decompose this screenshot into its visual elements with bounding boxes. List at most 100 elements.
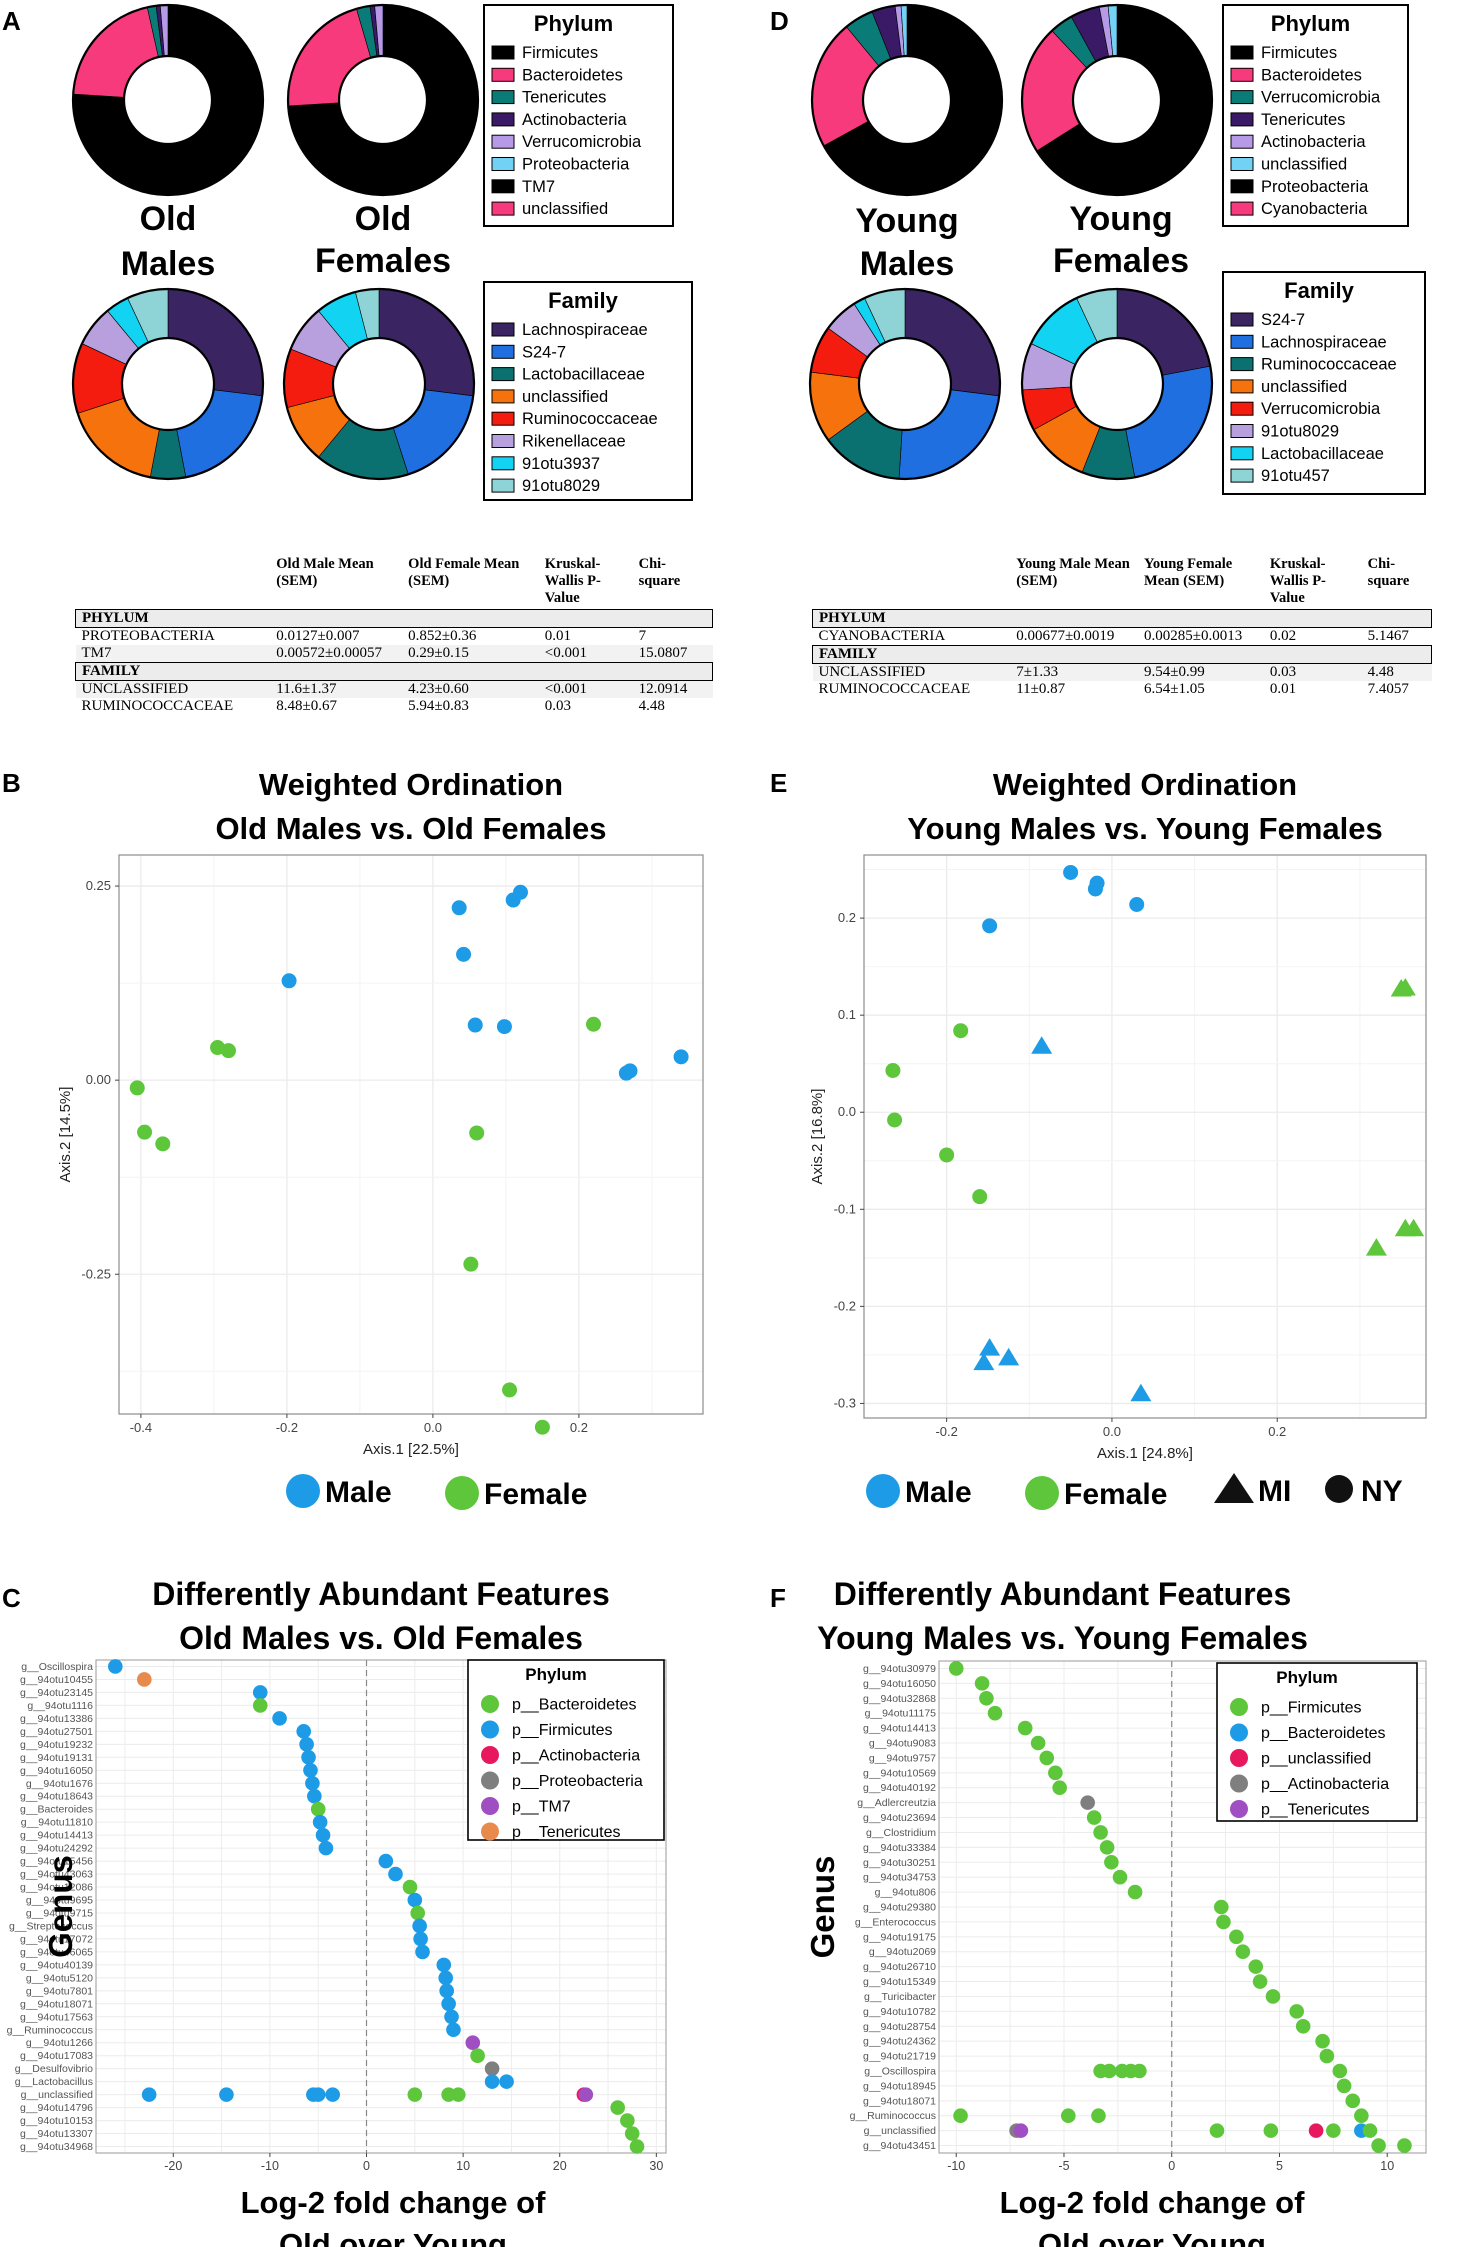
genus-tick-label: g__94otu23694 [863,1812,936,1824]
data-point-triangle [1031,1036,1053,1054]
chart-subtitle: Old Males vs. Old Females [215,811,606,846]
legend-item-label: p__Tenericutes [1261,1802,1370,1819]
legend-item-label: Ruminococcaceae [522,410,658,428]
y-tick-label: 0.2 [838,910,856,925]
data-point [1080,1795,1095,1810]
genus-tick-label: g__94otu30979 [863,1663,936,1675]
data-point [1104,1854,1119,1870]
genus-tick-label: g__Clostridium [866,1827,936,1839]
genus-tick-label: g__94otu40139 [20,1959,93,1971]
legend-item-label: 91otu457 [1261,467,1330,485]
data-point [987,1705,1003,1721]
donut-hole [122,54,214,146]
legend-frame [1222,4,1409,227]
donut-outline [1020,287,1214,481]
chart-title: Weighted Ordination [993,767,1297,802]
ordination-plot-B: Weighted Ordination Old Males vs. Old Fem… [57,767,704,1458]
data-point [1289,2004,1305,2019]
legend-marker [1230,1723,1248,1742]
legend-marker [1230,1774,1248,1793]
data-point [388,1866,403,1882]
legend-item-label: Verrucomicrobia [1261,400,1381,418]
legend-marker-triangle [1214,1473,1254,1503]
panel-letter-e: E [770,768,788,798]
data-point [948,1661,964,1676]
legend-title: Phylum [1276,1668,1337,1687]
genus-tick-label: g__94otu14413 [863,1723,936,1735]
genus-tick-label: g__Bacteroides [20,1804,93,1816]
legend-marker [481,1695,499,1713]
legend-swatch [1230,334,1254,349]
legend-item-label: unclassified [522,388,608,406]
stats-table-old: Old Male Mean (SEM) Old Female Mean (SEM… [75,556,713,715]
genus-tick-label: g__Adlercreutzia [857,1797,936,1809]
genus-tick-label: g__94otu13386 [20,1713,93,1725]
genus-tick-label: g__Oscillospira [864,2066,936,2078]
x-tick-label: -0.2 [935,1424,957,1439]
legend-title: Phylum [525,1665,586,1684]
legend-label: MI [1258,1475,1291,1508]
legend-marker [445,1476,479,1510]
genus-tick-label: g__94otu19232 [20,1739,93,1751]
legend-item-label: p__Actinobacteria [1261,1776,1389,1793]
plot-frame [118,854,704,1415]
legend-title: Phylum [1271,11,1350,36]
legend-item-label: Lactobacillaceae [522,366,645,384]
data-point [972,1189,988,1205]
table-header: Young Male Mean (SEM) [1016,556,1130,589]
x-tick-label: 0 [1168,2159,1175,2173]
donut-label: Males [860,245,955,283]
data-point [513,884,528,900]
panel-letter-a: A [2,6,21,36]
legend-swatch [491,157,515,171]
ordination-plot-E: Weighted Ordination Young Males vs. Young… [809,767,1427,1462]
data-point [484,2061,500,2076]
data-point [307,1788,322,1804]
data-point [484,2074,500,2089]
data-point [1319,2048,1335,2064]
donut-old-females-family [282,287,476,481]
donut-hole [331,336,427,432]
data-point [624,2126,640,2141]
data-point [885,1062,901,1078]
genus-tick-label: g__Oscillospira [21,1661,93,1673]
genus-tick-label: g__94otu32868 [863,1693,936,1705]
legend-item-label: TM7 [522,178,555,196]
genus-tick-label: g__94otu10782 [863,2006,936,2018]
data-point [410,1905,426,1921]
genus-tick-label: g__94otu18643 [20,1791,93,1803]
genus-tick-label: g__Lactobacillus [15,2076,93,2088]
genus-tick-label: g__94otu24362 [863,2036,936,2048]
y-axis-label: Genus [804,1856,841,1959]
donut-young-females-family [1020,287,1214,481]
table-row: UNCLASSIFIED 7±1.33 9.54±0.99 0.03 4.48 [812,663,1432,681]
x-tick-label: 0.0 [424,1420,442,1435]
data-point-triangle [998,1347,1020,1366]
family-legend-old: Family Lachnospiraceae S24-7 Lactobacillace… [483,281,693,501]
legend-item-label: 91otu8029 [522,477,600,495]
legend-swatch [491,134,515,149]
table-header: Chi-square [638,556,681,589]
data-point [456,946,472,962]
genus-tick-label: g__94otu14796 [20,2102,93,2114]
data-point [470,2048,485,2063]
legend-frame [1216,1662,1418,1822]
genus-tick-label: g__94otu24292 [20,1843,93,1855]
panel-letter-f: F [770,1583,786,1613]
data-point [315,1827,331,1843]
x-tick-label: -5 [1058,2159,1069,2173]
legend-frame [1222,271,1426,495]
donut-hole [1071,54,1163,146]
donut-label: Males [121,245,216,283]
genus-tick-label: g__94otu28754 [863,2021,936,2033]
legend-swatch [491,67,515,82]
y-tick-label: 0.00 [86,1072,111,1087]
data-point [252,1685,268,1700]
data-point [438,1970,454,1986]
genus-tick-label: g__94otu19175 [863,1931,936,1943]
table-header: Kruskal-Wallis P-Value [1269,556,1326,606]
data-point [141,2087,157,2102]
legend-frame [467,1659,665,1841]
genus-tick-label: g__94otu7801 [26,1985,93,1997]
table-header: Kruskal-Wallis P-Value [544,556,601,606]
